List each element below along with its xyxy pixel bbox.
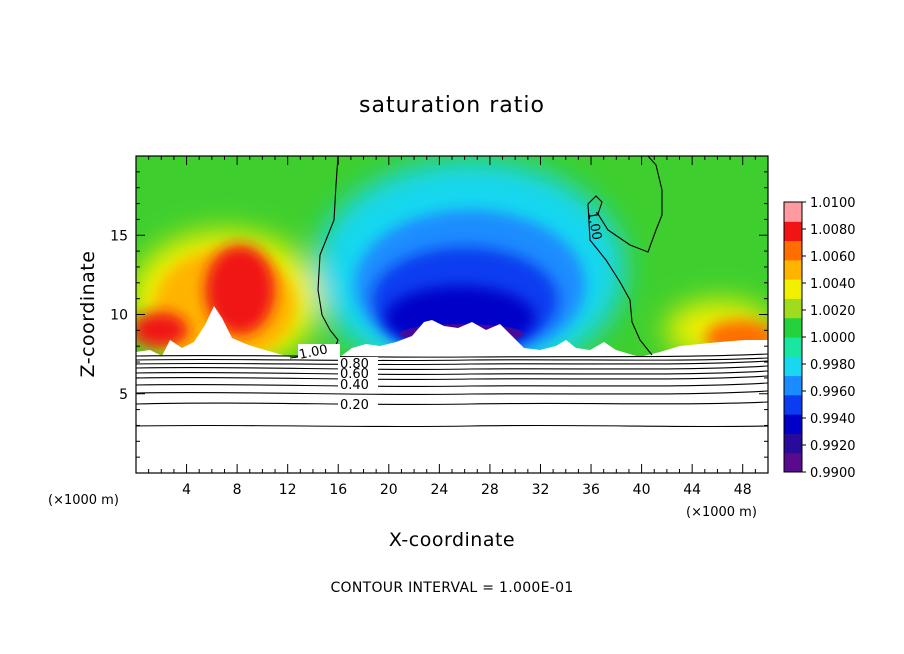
contour-0.30	[136, 390, 768, 396]
colorbar-label: 0.9940	[810, 412, 856, 427]
x-tick-label: 24	[430, 482, 448, 498]
contour-0.70	[136, 365, 768, 371]
contour-0.20	[136, 401, 768, 406]
contour-0.90	[136, 353, 768, 358]
contour-label: 1.00	[584, 210, 604, 241]
y-tick-label: 10	[110, 308, 128, 324]
x-tick-label: 28	[481, 482, 499, 498]
contour-label: 1.00	[298, 342, 329, 363]
x-tick-label: 36	[582, 482, 600, 498]
y-axis: 5 10 15	[110, 171, 768, 458]
x-tick-label: 8	[233, 482, 242, 498]
colorbar-label: 0.9920	[810, 439, 856, 454]
chart-title: saturation ratio	[359, 93, 545, 118]
colorbar-band	[784, 259, 802, 280]
colorbar-label: 1.0080	[810, 223, 856, 238]
colorbar-band	[784, 414, 802, 434]
x-unit-left: (×1000 m)	[48, 493, 119, 508]
colorbar-label: 0.9980	[810, 358, 856, 373]
colorbar-band	[784, 317, 802, 338]
contour-lines	[136, 156, 768, 428]
contour-label: 0.40	[340, 378, 369, 393]
contour-0.85	[136, 357, 768, 362]
colorbar-band	[784, 452, 802, 473]
colorbar-label: 1.0060	[810, 250, 856, 265]
contour-0.50	[136, 375, 768, 381]
x-tick-label: 12	[279, 482, 297, 498]
colorbar-band	[784, 394, 802, 415]
colorbar-band	[784, 375, 802, 396]
colorbar-label: 1.0040	[810, 277, 856, 292]
colorbar-band	[784, 221, 802, 242]
x-unit-right: (×1000 m)	[686, 505, 757, 520]
colorbar-label: 1.0020	[810, 304, 856, 319]
colorbar-label: 0.9900	[810, 466, 856, 481]
contour-1.00-right	[587, 156, 663, 356]
contour-0.10	[136, 424, 768, 428]
colorbar-band	[784, 279, 802, 299]
contour-0.80	[136, 360, 768, 366]
colorbar-label: 1.0000	[810, 331, 856, 346]
colorbar-band	[784, 356, 802, 377]
colorbar-band	[784, 240, 802, 261]
x-axis: 4 8 12 16 20 24 28 32 36 40 44 48	[148, 156, 756, 498]
shaded-field	[136, 156, 768, 473]
colorbar-label: 1.0100	[810, 196, 856, 211]
y-tick-label: 5	[119, 387, 128, 403]
y-axis-label: Z-coordinate	[77, 251, 99, 378]
contour-interval-note: CONTOUR INTERVAL = 1.000E-01	[330, 580, 573, 596]
x-tick-label: 32	[532, 482, 550, 498]
x-tick-label: 44	[683, 482, 701, 498]
colorbar: 1.0100 1.0080 1.0060 1.0040 1.0020 1.0000 0.99…	[783, 196, 856, 481]
colorbar-label: 0.9960	[810, 385, 856, 400]
colorbar-band	[784, 337, 802, 357]
x-tick-label: 16	[329, 482, 347, 498]
unshaded-region	[136, 306, 768, 473]
contour-labels: 1.00 1.00 0.80 0.60 0.40 0.20	[298, 210, 604, 413]
contour-0.40	[136, 382, 768, 388]
x-tick-label: 48	[734, 482, 752, 498]
x-tick-label: 20	[380, 482, 398, 498]
colorbar-band	[784, 202, 802, 222]
x-axis-label: X-coordinate	[389, 529, 515, 551]
y-tick-label: 15	[110, 228, 128, 244]
colorbar-band	[784, 433, 802, 454]
contour-label: 0.20	[340, 398, 369, 413]
x-tick-label: 4	[182, 482, 191, 498]
colorbar-band	[784, 298, 802, 319]
contour-0.60	[136, 370, 768, 376]
x-tick-label: 40	[633, 482, 651, 498]
